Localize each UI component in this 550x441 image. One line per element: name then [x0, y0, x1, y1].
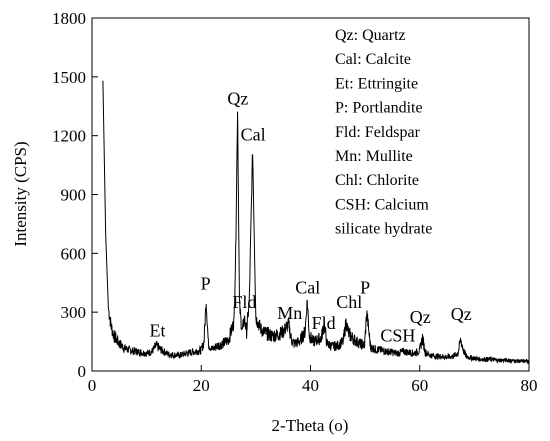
x-tick-label: 0: [88, 376, 97, 395]
legend-entry: Fld: Feldspar: [335, 124, 421, 141]
peak-label: Fld: [312, 313, 336, 333]
x-axis-ticks: 0 20 40 60 80: [88, 365, 538, 395]
y-axis-title: Intensity (CPS): [11, 141, 30, 246]
x-tick-label: 80: [521, 376, 538, 395]
x-tick-label: 40: [302, 376, 319, 395]
peak-label: Et: [150, 321, 166, 341]
peak-label: CSH: [380, 326, 415, 346]
peak-label: Mn: [277, 303, 302, 323]
legend-entry: Qz: Quartz: [335, 27, 406, 44]
peak-label: Chl: [336, 292, 362, 312]
peak-label: Qz: [227, 88, 248, 108]
legend-entry: silicate hydrate: [335, 221, 432, 238]
y-tick-label: 900: [61, 186, 87, 205]
peak-label: Cal: [241, 125, 266, 145]
legend-entry: Cal: Calcite: [335, 51, 411, 68]
y-axis-ticks: 0 300 600 900 1200 1500 1800: [52, 9, 98, 381]
x-tick-label: 20: [193, 376, 210, 395]
legend-entry: P: Portlandite: [335, 100, 423, 117]
series-line: [102, 80, 530, 365]
x-axis-title: 2-Theta (o): [272, 416, 349, 435]
y-tick-label: 1500: [52, 68, 86, 87]
x-tick-label: 60: [411, 376, 428, 395]
peak-label: P: [360, 278, 370, 298]
legend-entry: Chl: Chlorite: [335, 172, 419, 189]
peak-label: Qz: [451, 304, 472, 324]
legend-entry: Mn: Mullite: [335, 148, 413, 165]
y-tick-label: 1200: [52, 127, 86, 146]
peak-label: Fld: [232, 292, 256, 312]
legend: Qz: Quartz Cal: Calcite Et: Ettringite P: P…: [335, 27, 432, 238]
y-tick-label: 300: [61, 303, 87, 322]
peak-label: Qz: [410, 307, 431, 327]
y-tick-label: 0: [78, 362, 87, 381]
y-tick-label: 1800: [52, 9, 86, 28]
legend-entry: Et: Ettringite: [335, 75, 418, 92]
peak-label: P: [201, 274, 211, 294]
y-tick-label: 600: [61, 244, 87, 263]
peak-label: Cal: [295, 278, 320, 298]
legend-entry: CSH: Calcium: [335, 196, 429, 213]
